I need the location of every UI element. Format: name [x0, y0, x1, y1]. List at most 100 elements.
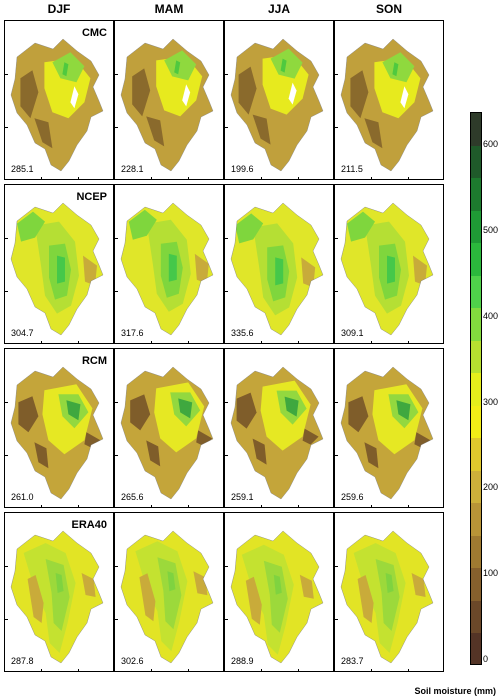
basin-mean-value: 285.1 [11, 164, 34, 174]
colorbar-tick-label: 0 [483, 654, 489, 664]
axis-tick [5, 565, 8, 567]
soil-moisture-map [340, 366, 434, 500]
map-contour [385, 573, 394, 593]
map-outline [120, 366, 214, 500]
axis-tick [77, 505, 79, 507]
colorbar-segment [471, 535, 481, 569]
axis-tick [115, 126, 118, 128]
map-contour [245, 576, 262, 625]
map-panel-cmc-djf: CMC 285.1 [4, 20, 114, 180]
map-outline [120, 202, 214, 336]
dataset-label: RCM [81, 355, 107, 367]
soil-moisture-map [340, 38, 434, 172]
axis-tick [371, 669, 373, 671]
season-header-son: SON [375, 2, 402, 16]
map-outline [10, 202, 104, 336]
map-contour [139, 573, 156, 622]
map-contour [83, 255, 97, 286]
axis-tick [5, 73, 8, 75]
map-panel-era40-djf: ERA40 287.8 [4, 512, 114, 672]
map-contour [411, 573, 426, 597]
map-contour [66, 400, 81, 421]
colorbar-segment [471, 633, 481, 664]
map-contour [273, 574, 282, 595]
basin-mean-value: 309.1 [341, 328, 364, 338]
axis-tick [335, 73, 338, 75]
axis-tick [261, 177, 263, 179]
map-outline [230, 366, 324, 500]
soil-moisture-map [230, 530, 324, 664]
axis-tick [115, 401, 118, 403]
soil-moisture-map [120, 38, 214, 172]
map-contour [174, 60, 181, 75]
map-contour [146, 440, 161, 467]
basin-mean-value: 228.1 [121, 164, 144, 174]
colorbar-segment [471, 568, 481, 601]
soil-moisture-map [10, 530, 104, 664]
colorbar-segment [471, 438, 481, 471]
map-contour [382, 52, 415, 83]
map-contour [302, 428, 319, 445]
colorbar-segment [471, 503, 481, 536]
colorbar-tick-label: 500 [483, 224, 499, 235]
axis-tick [5, 290, 8, 292]
soil-moisture-map [230, 38, 324, 172]
dataset-label: ERA40 [71, 519, 107, 531]
basin-mean-value: 199.6 [231, 164, 254, 174]
axis-tick [151, 669, 153, 671]
axis-tick [225, 401, 228, 403]
map-contour [413, 255, 427, 286]
axis-tick [151, 177, 153, 179]
axis-tick [151, 341, 153, 343]
map-panel-era40-mam: 302.6 [114, 512, 224, 672]
map-contour [347, 211, 375, 242]
dataset-label: CMC [81, 27, 107, 39]
map-panel-ncep-mam: 317.6 [114, 184, 224, 344]
axis-tick [371, 341, 373, 343]
colorbar-segment [471, 178, 481, 211]
map-contour [18, 396, 39, 433]
map-panel-era40-son: 283.7 [334, 512, 444, 672]
map-outline [120, 38, 214, 172]
axis-tick [5, 126, 8, 128]
basin-mean-value: 261.0 [11, 492, 34, 502]
map-contour [34, 118, 53, 149]
map-panel-cmc-son: 211.5 [334, 20, 444, 180]
map-outline [230, 38, 324, 172]
axis-tick [407, 669, 409, 671]
map-panel-rcm-son: 259.6 [334, 348, 444, 508]
map-panel-ncep-djf: NCEP 304.7 [4, 184, 114, 344]
axis-tick [297, 341, 299, 343]
axis-tick [187, 177, 189, 179]
axis-tick [115, 237, 118, 239]
map-contour [299, 574, 314, 599]
axis-tick [115, 73, 118, 75]
map-contour [400, 86, 409, 109]
map-contour [34, 442, 49, 469]
basin-mean-value: 259.1 [231, 492, 254, 502]
map-contour [84, 432, 101, 449]
axis-tick [77, 177, 79, 179]
soil-moisture-map [340, 202, 434, 336]
axis-tick [297, 177, 299, 179]
colorbar-segment [471, 275, 481, 309]
map-contour [375, 559, 400, 631]
colorbar-segment [471, 600, 481, 634]
map-contour [252, 438, 267, 465]
colorbar-segment [471, 405, 481, 439]
axis-tick [261, 505, 263, 507]
map-contour [128, 209, 157, 240]
map-contour [387, 255, 395, 284]
soil-moisture-map [230, 202, 324, 336]
map-contour [55, 573, 64, 593]
map-contour [235, 213, 264, 244]
basin-mean-value: 259.6 [341, 492, 364, 502]
axis-tick [335, 454, 338, 456]
map-outline [340, 202, 434, 336]
colorbar-segment [471, 308, 481, 341]
map-panel-ncep-son: 309.1 [334, 184, 444, 344]
soil-moisture-map [10, 366, 104, 500]
map-contour [392, 62, 399, 77]
basin-mean-value: 304.7 [11, 328, 34, 338]
map-contour [20, 70, 39, 119]
